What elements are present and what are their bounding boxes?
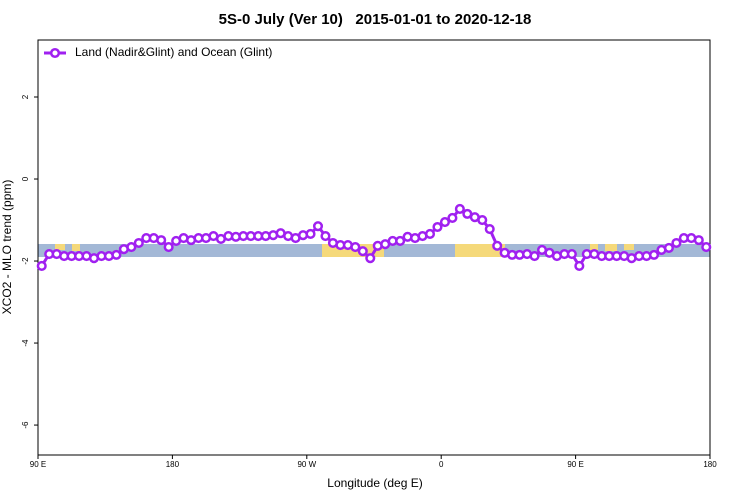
data-point — [365, 253, 376, 264]
chart-title: 5S-0 July (Ver 10) 2015-01-01 to 2020-12… — [219, 11, 532, 28]
data-point — [693, 235, 704, 246]
y-tick-label: 2 — [21, 94, 30, 99]
data-point — [671, 237, 682, 249]
land-band — [55, 244, 65, 250]
data-point — [492, 240, 503, 251]
data-point — [133, 237, 144, 249]
data-point — [111, 249, 122, 260]
land-band — [590, 244, 598, 250]
x-tick-label: 180 — [703, 460, 717, 469]
x-tick-label: 90 E — [567, 460, 583, 469]
data-point — [163, 242, 174, 253]
y-tick-label: -2 — [21, 257, 30, 265]
y-tick-label: -4 — [21, 339, 30, 347]
data-point — [424, 228, 436, 240]
land-band — [624, 244, 634, 250]
legend-marker — [49, 47, 61, 59]
data-point — [350, 242, 361, 253]
data-point — [663, 242, 674, 253]
data-point — [529, 251, 540, 262]
data-point — [648, 249, 660, 260]
x-axis-label: Longitude (deg E) — [327, 476, 422, 490]
data-point — [395, 235, 406, 246]
x-tick-label: 180 — [166, 460, 180, 469]
data-point — [574, 260, 585, 272]
data-point — [126, 242, 137, 253]
data-point — [357, 246, 368, 257]
data-point — [312, 221, 324, 232]
data-point — [447, 212, 458, 224]
y-axis-label: XCO2 - MLO trend (ppm) — [0, 180, 14, 315]
data-point — [305, 228, 316, 240]
land-band — [72, 244, 80, 251]
y-tick-label: 0 — [21, 176, 30, 181]
land-band — [605, 244, 617, 251]
data-point — [701, 242, 712, 253]
data-point — [36, 260, 47, 272]
data-point — [156, 235, 167, 246]
x-tick-label: 0 — [439, 460, 444, 469]
y-tick-label: -6 — [21, 421, 30, 429]
data-point — [454, 203, 465, 215]
data-point — [320, 230, 331, 242]
data-point — [484, 223, 495, 235]
x-tick-label: 90 E — [30, 460, 46, 469]
data-point — [477, 214, 488, 226]
data-point — [566, 249, 577, 260]
data-point — [432, 221, 443, 233]
data-point — [439, 217, 450, 228]
x-tick-label: 90 W — [297, 460, 316, 469]
legend-label: Land (Nadir&Glint) and Ocean (Glint) — [75, 45, 272, 59]
